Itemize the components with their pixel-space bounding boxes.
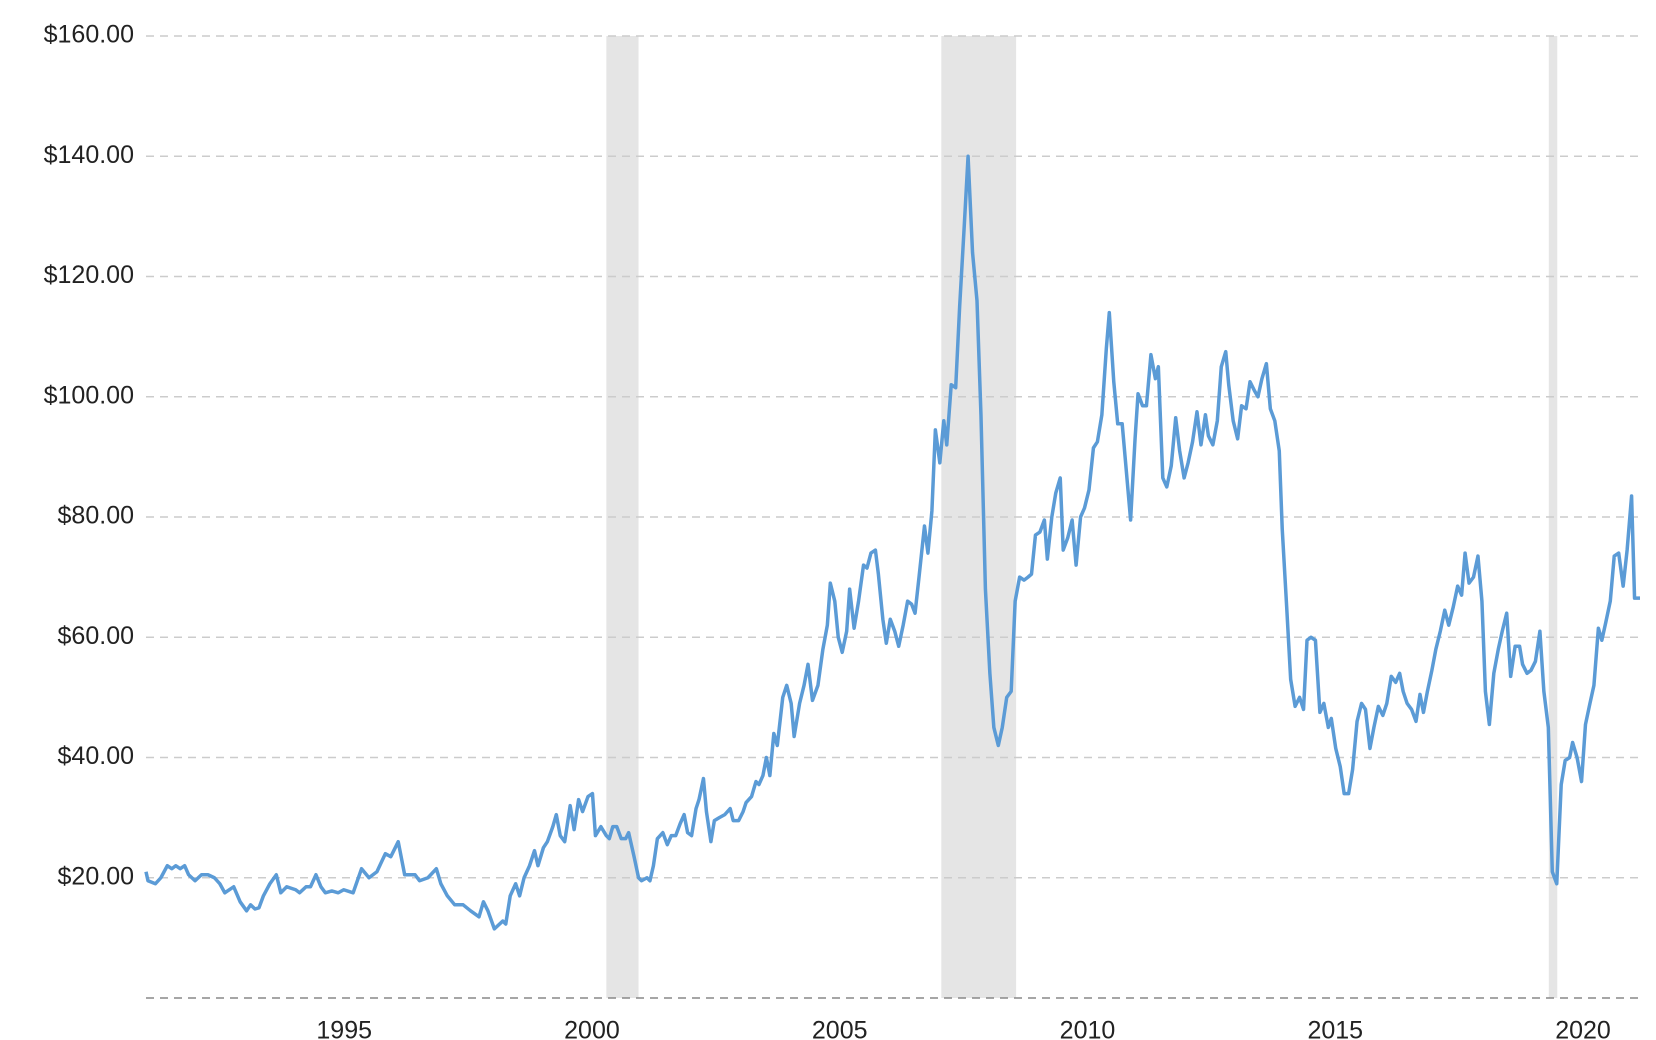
price-line (144, 154, 1640, 931)
y-tick-label: $40.00 (58, 742, 134, 770)
x-tick-label: 1995 (316, 1017, 372, 1040)
y-tick-label: $80.00 (58, 502, 134, 530)
y-tick-label: $120.00 (44, 261, 134, 289)
x-tick-label: 2005 (812, 1017, 868, 1040)
y-tick-label: $100.00 (44, 381, 134, 409)
y-tick-label: $140.00 (44, 141, 134, 169)
y-tick-label: $20.00 (58, 862, 134, 890)
y-tick-label: $160.00 (44, 21, 134, 49)
x-tick-label: 2015 (1307, 1017, 1363, 1040)
y-tick-label: $60.00 (58, 622, 134, 650)
x-tick-label: 2010 (1060, 1017, 1116, 1040)
x-tick-label: 2020 (1555, 1017, 1611, 1040)
x-tick-label: 2000 (564, 1017, 620, 1040)
